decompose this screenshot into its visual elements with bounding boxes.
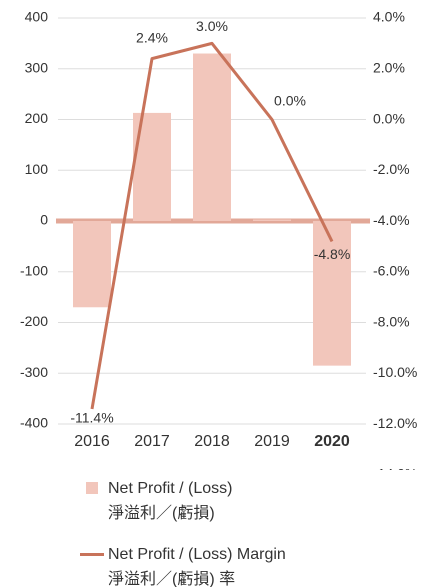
y2-tick-label: -14.0% bbox=[373, 466, 417, 470]
y2-tick-label: -6.0% bbox=[373, 263, 410, 279]
y2-tick-label: -12.0% bbox=[373, 415, 417, 431]
plot: 400 300 200 100 0 -100 -200 -300 -400 4.0% 2.0% 0.0… bbox=[20, 9, 417, 470]
y-tick-label: -200 bbox=[20, 313, 48, 329]
y2-tick-label: -4.0% bbox=[373, 212, 410, 228]
x-tick-label: 2016 bbox=[74, 433, 110, 450]
y-tick-label: 0 bbox=[40, 212, 48, 228]
legend-label: Net Profit / (Loss) Margin 淨溢利／(虧損) 率 bbox=[108, 546, 286, 587]
legend-swatch bbox=[86, 482, 98, 494]
y2-tick-label: 2.0% bbox=[373, 59, 405, 75]
y-tick-label: -400 bbox=[20, 415, 48, 431]
y-tick-label: -300 bbox=[20, 364, 48, 380]
x-tick-label: 2017 bbox=[134, 433, 170, 450]
y2-tick-label: 0.0% bbox=[373, 110, 405, 126]
bar bbox=[193, 53, 231, 222]
y2-tick-label: 4.0% bbox=[373, 9, 405, 25]
bar bbox=[253, 219, 291, 221]
legend-label: Net Profit / (Loss) 淨溢利／(虧損) bbox=[108, 480, 233, 522]
x-tick-label: 2020 bbox=[314, 433, 350, 450]
data-label: -4.8% bbox=[314, 246, 351, 262]
y-tick-label: 400 bbox=[25, 9, 49, 25]
bar bbox=[313, 221, 351, 366]
data-label: -11.4% bbox=[70, 410, 113, 426]
x-tick-label: 2018 bbox=[194, 433, 230, 450]
y-tick-label: 300 bbox=[25, 59, 49, 75]
legend-swatch bbox=[80, 553, 104, 556]
y2-tick-label: -8.0% bbox=[373, 313, 410, 329]
line bbox=[90, 41, 334, 410]
bar bbox=[73, 221, 111, 308]
y2-tick-label: -2.0% bbox=[373, 161, 410, 177]
data-label: 3.0% bbox=[196, 18, 228, 34]
y-tick-label: 200 bbox=[25, 110, 49, 126]
data-label: 0.0% bbox=[274, 92, 306, 108]
x-tick-label: 2019 bbox=[254, 433, 290, 450]
y2-tick-label: -10.0% bbox=[373, 364, 417, 380]
data-label: 2.4% bbox=[136, 29, 168, 45]
y-tick-label: -100 bbox=[20, 262, 48, 278]
y-tick-label: 100 bbox=[25, 161, 49, 177]
